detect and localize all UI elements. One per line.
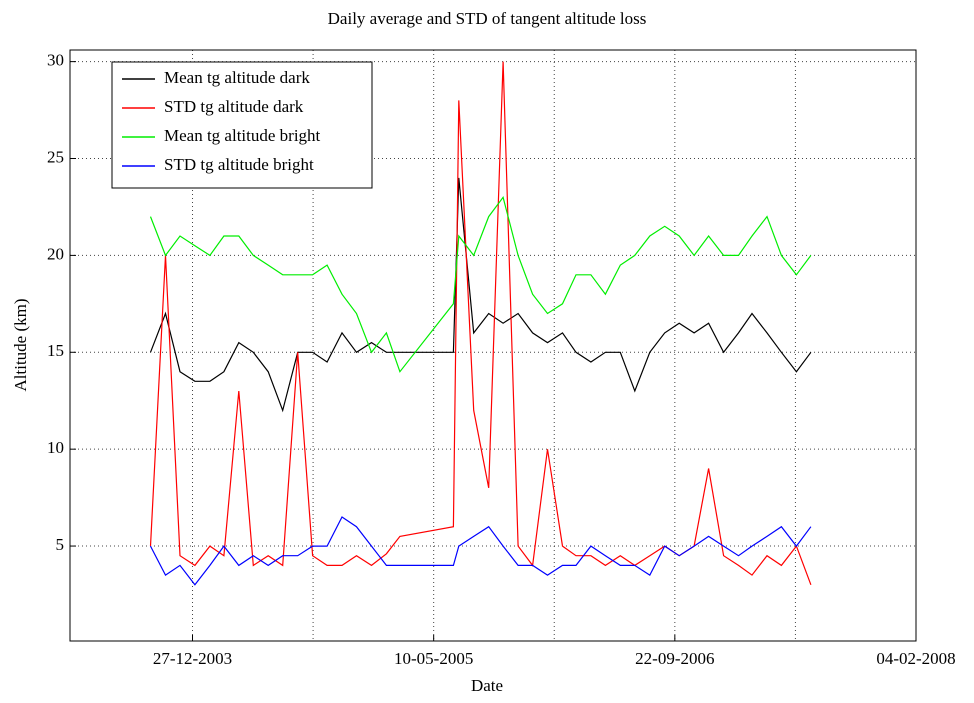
series-line <box>149 177 812 413</box>
x-tick-label: 22-09-2006 <box>635 649 714 668</box>
y-tick-label: 5 <box>56 535 65 554</box>
legend-label: Mean tg altitude dark <box>164 68 310 87</box>
x-tick-label: 10-05-2005 <box>394 649 473 668</box>
x-axis-label: Date <box>471 676 503 695</box>
plot-frame <box>69 49 917 642</box>
plot <box>149 61 812 586</box>
legend-label: Mean tg altitude bright <box>164 126 321 145</box>
legend-label: STD tg altitude bright <box>164 155 314 174</box>
chart-title: Daily average and STD of tangent altitud… <box>328 9 647 28</box>
legend-label: STD tg altitude dark <box>164 97 304 116</box>
legend-box <box>111 61 373 189</box>
series-line <box>149 516 812 586</box>
y-axis-label: Altitude (km) <box>11 298 30 391</box>
y-tick-label: 20 <box>47 244 64 263</box>
y-tick-label: 10 <box>47 438 64 457</box>
series-line <box>149 61 812 586</box>
x-tick-label: 27-12-2003 <box>153 649 232 668</box>
x-tick-label: 04-02-2008 <box>876 649 955 668</box>
y-tick-label: 15 <box>47 341 64 360</box>
y-tick-label: 25 <box>47 147 64 166</box>
y-tick-label: 30 <box>47 51 64 70</box>
series-line <box>149 195 812 373</box>
